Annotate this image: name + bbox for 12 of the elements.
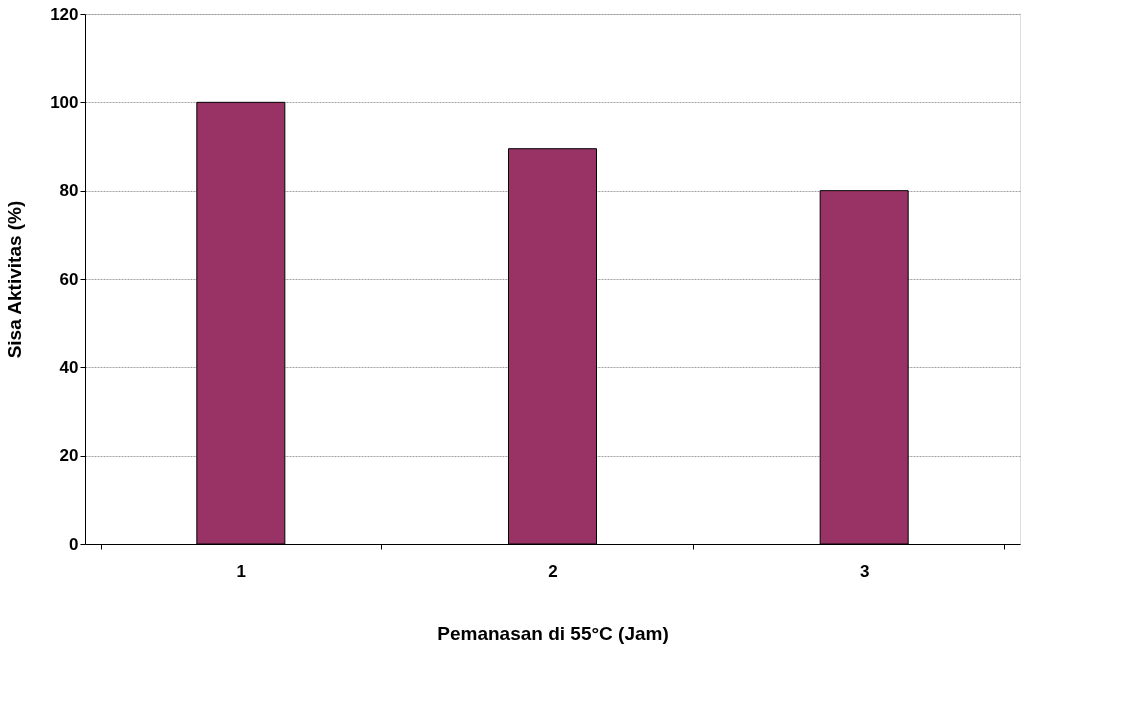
y-tick-label: 120 (50, 4, 79, 24)
y-tick-label: 40 (59, 357, 79, 377)
x-tick-label: 3 (859, 561, 870, 581)
y-tick-label: 60 (59, 269, 79, 289)
y-tick-label: 80 (59, 181, 79, 201)
x-tick-label: 2 (548, 561, 558, 581)
y-tick-label: 0 (69, 534, 79, 554)
y-axis-title: Sisa Aktivitas (%) (4, 200, 26, 359)
x-tick-label: 1 (236, 561, 247, 581)
x-axis-title: Pemanasan di 55°C (Jam) (437, 622, 669, 644)
y-tick-label: 100 (50, 92, 79, 112)
y-tick-label: 20 (59, 446, 79, 466)
